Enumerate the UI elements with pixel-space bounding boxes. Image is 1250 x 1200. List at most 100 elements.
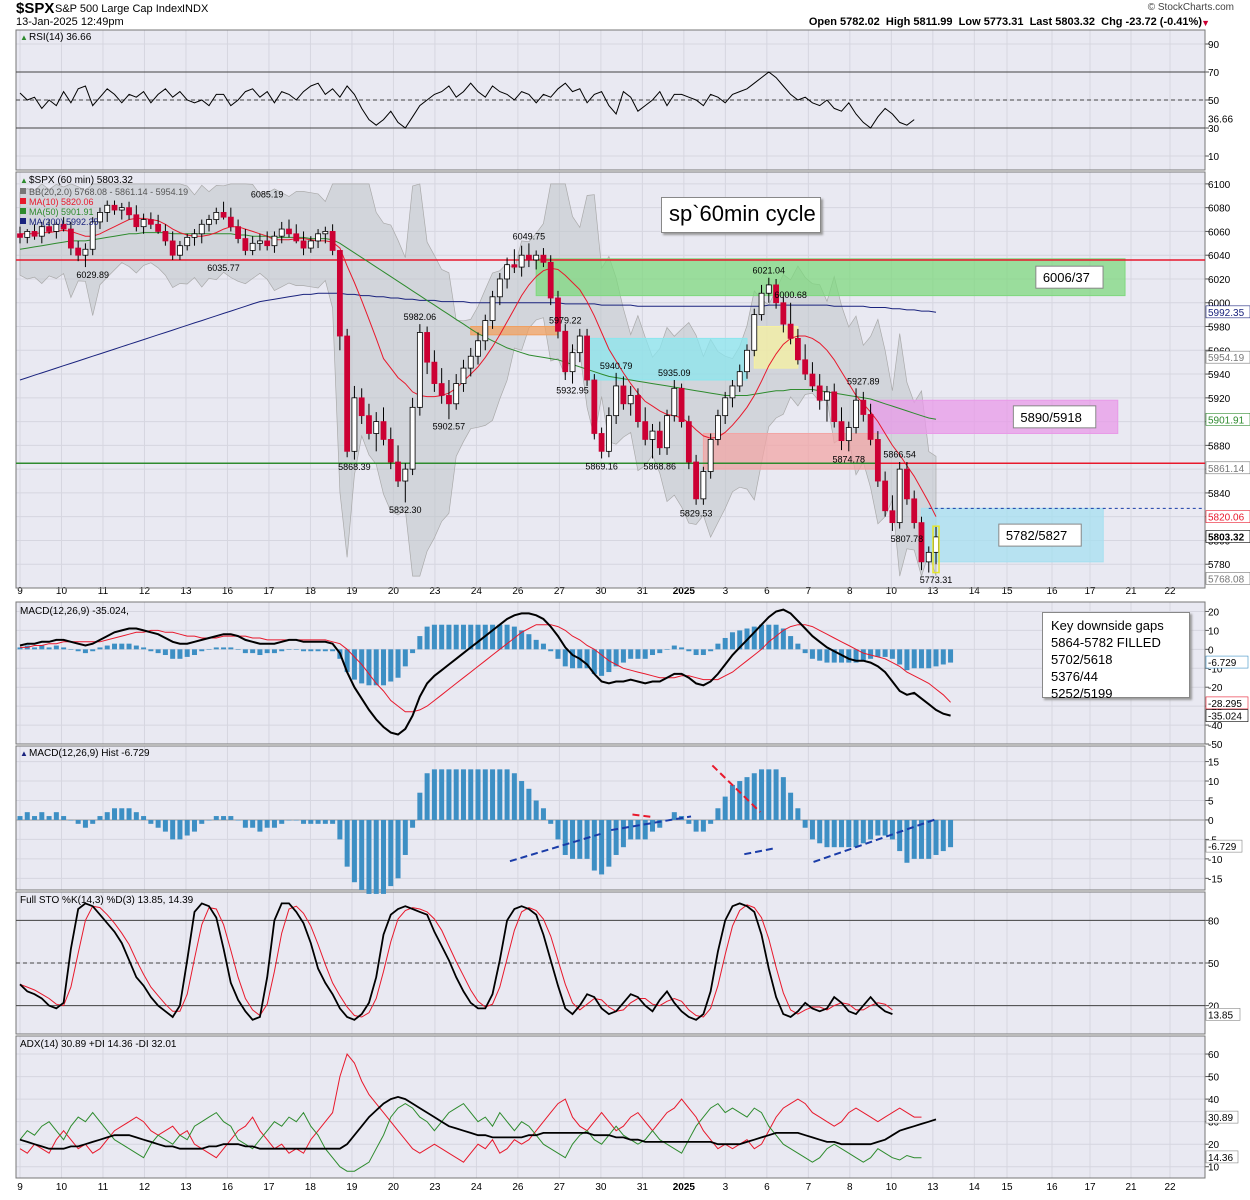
x-tick-label: 24	[471, 586, 483, 597]
candle-body	[526, 254, 532, 261]
candle-body	[460, 367, 467, 384]
hist-bar	[839, 819, 845, 848]
x-tick-label: 26	[512, 586, 524, 597]
candle-body	[555, 297, 561, 332]
hist-bar	[24, 812, 30, 820]
gap-note-line: 5702/5618	[1051, 652, 1113, 667]
cycle-note-text: sp`60min cycle	[669, 201, 816, 226]
hist-bar	[700, 819, 706, 832]
x-tick-label: 22	[1164, 586, 1176, 597]
macd-hist-bar	[431, 624, 437, 650]
price-annotation: 6035.77	[207, 263, 240, 273]
macd-hist-bar	[490, 624, 496, 650]
macd-hist-bar	[940, 649, 946, 665]
hist-bar	[875, 819, 881, 836]
price-zone	[535, 258, 1126, 297]
candle-body	[235, 226, 242, 239]
y-tick-label: 15	[1208, 758, 1220, 769]
candle-body	[780, 302, 787, 325]
candle-body	[773, 284, 779, 304]
y-tick-label: 5920	[1208, 394, 1231, 405]
zone-label-box	[1012, 405, 1097, 429]
hist-bar	[511, 773, 517, 820]
candle-body	[511, 264, 518, 268]
price-right-label-box	[1205, 305, 1250, 319]
candle-body	[824, 391, 830, 401]
hist-bar	[177, 819, 183, 840]
y-tick-label: 50	[1208, 96, 1220, 107]
hist-bar	[860, 819, 866, 844]
macd-hist-bar	[417, 636, 423, 650]
panel-hist	[15, 745, 1206, 891]
hist-bar	[868, 819, 874, 840]
x-tick-label: 21	[1125, 1182, 1137, 1193]
candle-body	[736, 371, 743, 387]
candle-body	[424, 332, 431, 363]
price-annotation: 5927.89	[847, 376, 880, 386]
macd-hist-bar	[271, 649, 277, 654]
candle-body	[853, 399, 859, 428]
candle-body	[264, 240, 271, 247]
macd-hist-bar	[649, 649, 655, 656]
hist-bar	[948, 819, 954, 848]
hist-bar	[889, 819, 895, 840]
hist-bar	[337, 819, 343, 840]
price-annotation: 5868.39	[338, 462, 371, 472]
zone-label-box	[1035, 265, 1104, 289]
x-tick-label: 15	[1001, 1182, 1013, 1193]
candle-body	[53, 223, 60, 232]
candle-body	[809, 373, 816, 387]
x-tick-label: 13	[180, 586, 192, 597]
hist-bar	[322, 819, 328, 824]
x-tick-label: 13	[927, 586, 939, 597]
hist-bar	[853, 819, 859, 848]
macd-right-label-box	[1205, 696, 1249, 710]
macd-hist-bar	[599, 649, 605, 676]
x-tick-label: 8	[847, 586, 853, 597]
zone-label: 6006/37	[1043, 270, 1090, 285]
hist-bar	[904, 819, 910, 863]
candle-body	[729, 385, 736, 399]
candle-body	[685, 421, 692, 463]
hist-bar	[526, 788, 532, 820]
price-right-label-box	[1205, 530, 1250, 543]
hist-bar	[359, 819, 365, 890]
candle-body	[344, 335, 351, 452]
candle-body	[605, 415, 612, 452]
hist-bar	[482, 769, 488, 820]
x-tick-label: 11	[98, 1182, 109, 1193]
candle-body	[889, 510, 896, 524]
price-annotation: 5935.09	[658, 368, 691, 378]
macd-hist-bar	[555, 649, 561, 659]
macd-hist-bar	[751, 626, 757, 650]
instrument-name: S&P 500 Large Cap Index	[55, 3, 183, 15]
macd-hist-bar	[562, 649, 568, 667]
y-tick-label: -50	[1208, 740, 1223, 751]
macd-hist-bar	[453, 624, 459, 650]
candle-body	[278, 228, 285, 237]
candle-body	[38, 226, 45, 237]
rsi-icon: ▲	[20, 33, 28, 42]
candle-body	[576, 335, 583, 354]
macd-hist-bar	[773, 624, 779, 650]
y-tick-label: 6080	[1208, 204, 1231, 215]
candle-body	[547, 261, 554, 299]
candle-body	[184, 236, 191, 247]
price-right-label: 5803.32	[1208, 533, 1245, 544]
hist-bar	[410, 819, 416, 828]
macd-title: MACD(12,26,9) -35.024,	[20, 606, 129, 617]
hist-bar	[271, 819, 277, 828]
macd-right-label: -28.295	[1208, 699, 1242, 710]
macd-hist-bar	[148, 649, 154, 652]
macd-hist-bar	[119, 643, 125, 650]
macd-hist-bar	[32, 647, 38, 650]
hist-bar	[366, 819, 372, 894]
hist-bar	[490, 769, 496, 820]
macd-hist-bar	[439, 624, 445, 650]
candle-body	[925, 551, 932, 563]
hist-bar	[424, 773, 430, 820]
ma10-line	[20, 217, 937, 517]
sto-right-label: 13.85	[1208, 1010, 1233, 1021]
y-tick-label: 5	[1208, 796, 1214, 807]
candle-body	[845, 427, 852, 442]
